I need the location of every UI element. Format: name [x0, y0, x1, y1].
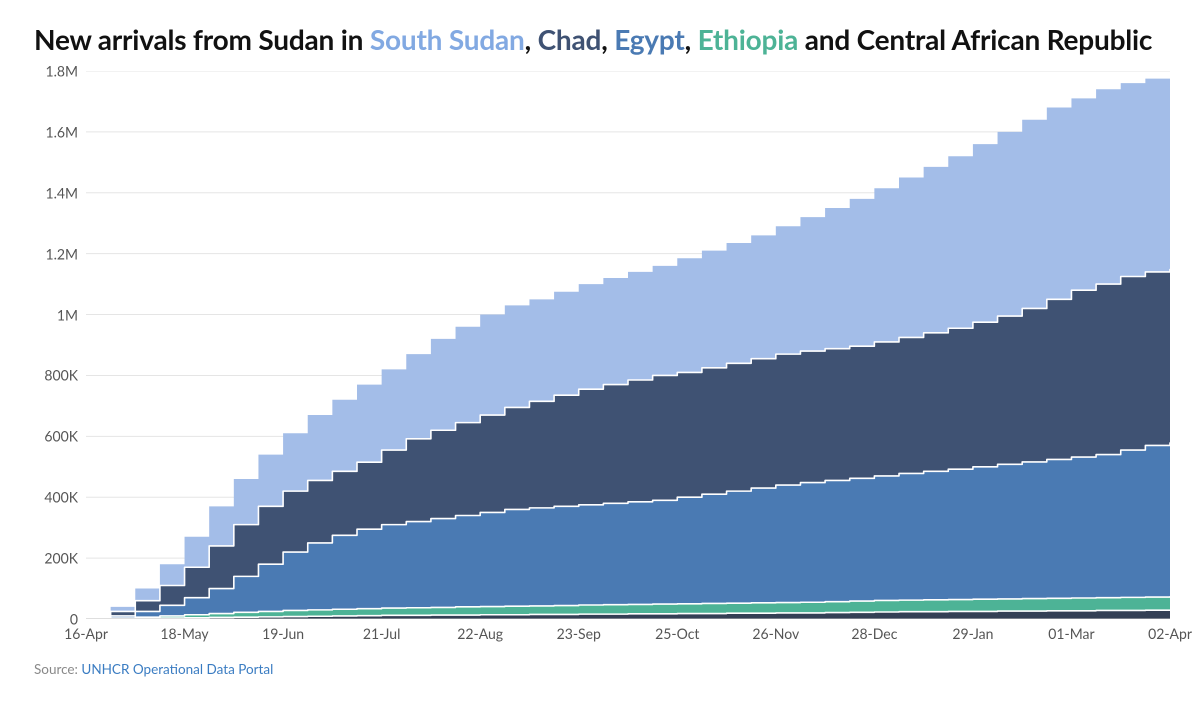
x-tick-label: 01-Mar	[1048, 625, 1094, 642]
y-axis: 0200K400K600K800K1M1.2M1.4M1.6M1.8M	[34, 71, 86, 619]
title-segment: Chad	[538, 22, 602, 56]
y-tick-label: 1.6M	[45, 123, 78, 140]
x-tick-label: 02-Apr	[1148, 625, 1192, 642]
x-tick-label: 25-Oct	[655, 625, 699, 642]
y-tick-label: 1.2M	[45, 245, 78, 262]
title-segment: ,	[525, 22, 538, 56]
x-tick-label: 26-Nov	[752, 625, 799, 642]
x-tick-label: 29-Jan	[952, 625, 993, 642]
source-line: Source: UNHCR Operational Data Portal	[34, 661, 1172, 677]
y-tick-label: 800K	[44, 367, 78, 384]
title-segment: and Central African Republic	[798, 22, 1152, 56]
y-tick-label: 1M	[57, 306, 78, 323]
stacked-area-plot	[86, 71, 1170, 619]
chart-title: New arrivals from Sudan in South Sudan, …	[34, 22, 1172, 57]
chart-container: 0200K400K600K800K1M1.2M1.4M1.6M1.8M 16-A…	[34, 71, 1170, 645]
title-segment: New arrivals from Sudan in	[34, 22, 370, 56]
y-tick-label: 600K	[44, 428, 78, 445]
title-segment: Ethiopia	[698, 22, 799, 56]
title-segment: Egypt	[614, 22, 684, 56]
x-tick-label: 21-Jul	[363, 625, 401, 642]
x-tick-label: 18-May	[160, 625, 208, 642]
page-root: New arrivals from Sudan in South Sudan, …	[0, 0, 1200, 723]
x-axis: 16-Apr18-May19-Jun21-Jul22-Aug23-Sep25-O…	[86, 619, 1170, 645]
y-tick-label: 1.4M	[45, 184, 78, 201]
title-segment: South Sudan	[370, 22, 525, 56]
y-tick-label: 200K	[44, 550, 78, 567]
x-tick-label: 28-Dec	[851, 625, 897, 642]
x-tick-label: 23-Sep	[557, 625, 601, 642]
x-tick-label: 19-Jun	[262, 625, 304, 642]
x-tick-label: 16-Apr	[64, 625, 108, 642]
title-segment: ,	[601, 22, 614, 56]
source-link[interactable]: UNHCR Operational Data Portal	[81, 661, 273, 677]
y-tick-label: 1.8M	[45, 63, 78, 80]
x-tick-label: 22-Aug	[457, 625, 503, 642]
source-prefix: Source:	[34, 661, 81, 677]
title-segment: ,	[685, 22, 698, 56]
y-tick-label: 400K	[44, 489, 78, 506]
